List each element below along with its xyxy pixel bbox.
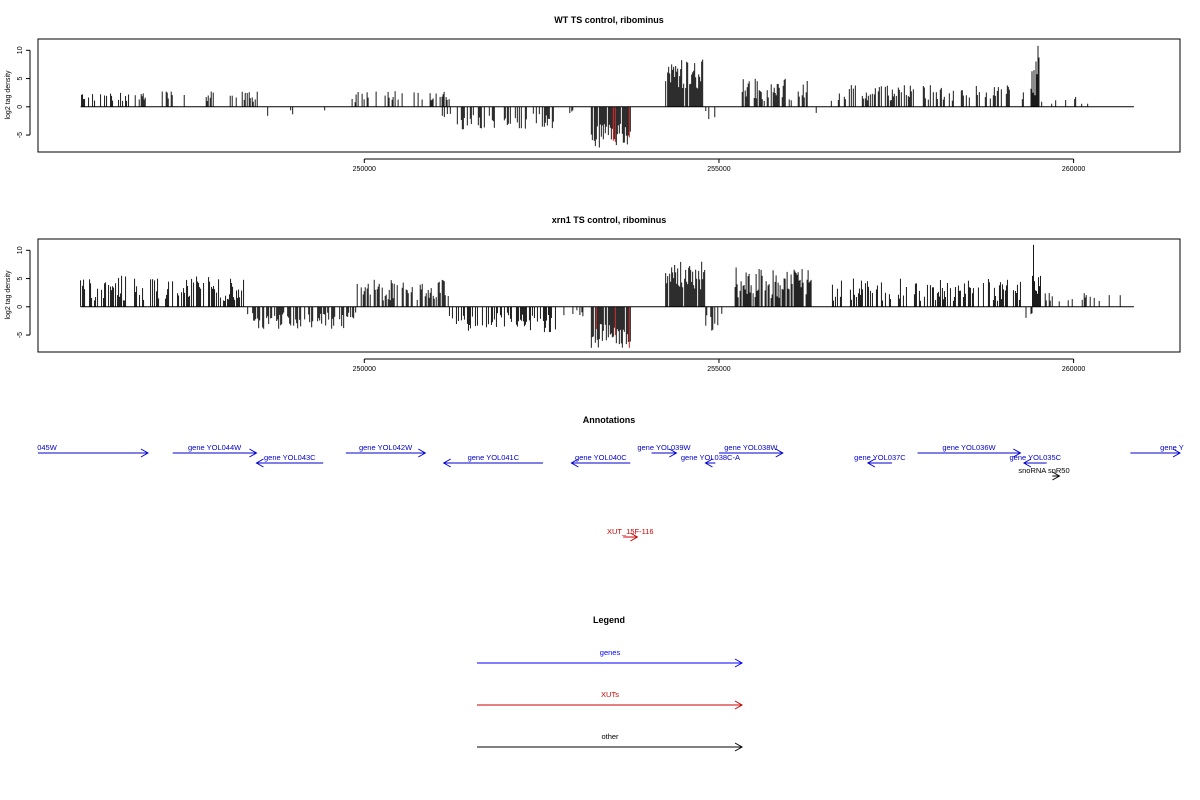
xrn1-track-ylabel: log2 tag density	[5, 270, 12, 320]
legend-title: Legend	[593, 615, 625, 625]
annotation-label-gene-yol037c: gene YOL037C	[854, 453, 906, 462]
wt-track-y-tick-label: -5	[17, 132, 24, 138]
xrn1-track-y-tick-label: -5	[17, 332, 24, 338]
xrn1-track-ylabel-group: log2 tag density	[5, 270, 12, 320]
annotation-arrowhead-gene-y	[1172, 448, 1182, 458]
annotation-arrowhead-gene-yol038w	[775, 448, 784, 458]
wt-track-ylabel-group: log2 tag density	[5, 70, 12, 120]
xrn1-track-y-tick-label: 10	[17, 246, 24, 254]
annotation-label-gene-yol040c: gene YOL040C	[575, 453, 627, 462]
xrn1-track-panel: xrn1 TS control, ribominus log2 tag dens…	[5, 215, 1181, 373]
annotations-title: Annotations	[583, 415, 636, 425]
annotation-features: 045W gene YOL044W gene YOL043C gene YOL042W…	[37, 443, 1184, 542]
annotation-label-gene-y: gene Y	[1160, 443, 1184, 452]
wt-track-axes: -5 0 5 10 250000 255000 260000	[17, 46, 1134, 173]
legend-items: genes XUTs other	[477, 648, 744, 752]
annotation-label-gene-yol044w: gene YOL044W	[188, 443, 242, 452]
legend-panel: Legend genes XUTs other	[477, 615, 744, 752]
legend-arrowhead-genes	[734, 658, 744, 668]
annotation-label-gene-yol035c: gene YOL035C	[1010, 453, 1062, 462]
annotation-label-045w: 045W	[37, 443, 58, 452]
legend-label-other: other	[601, 732, 619, 741]
wt-track-title: WT TS control, ribominus	[554, 15, 664, 25]
xrn1-track-plot-frame	[37, 238, 1181, 353]
wt-track-ylabel: log2 tag density	[5, 70, 12, 120]
wt-track-y-tick-label: 5	[17, 77, 24, 81]
xrn1-track-y-tick-label: 0	[17, 305, 24, 309]
annotation-arrowhead-045w	[140, 448, 149, 458]
annotation-label-gene-yol038c-a: gene YOL038C-A	[681, 453, 740, 462]
annotation-arrowhead-snorna-snr50	[1052, 471, 1061, 481]
annotation-arrowhead-gene-yol037c	[866, 458, 876, 468]
xrn1-track-y-tick-label: 5	[17, 277, 24, 281]
annotation-label-snorna-snr50: snoRNA snR50	[1018, 466, 1069, 475]
annotation-label-gene-yol042w: gene YOL042W	[359, 443, 413, 452]
annotation-arrowhead-gene-yol041c	[442, 458, 451, 468]
xrn1-track-x-tick-label: 260000	[1062, 366, 1085, 373]
xrn1-track-x-tick-label: 250000	[353, 366, 376, 373]
annotations-panel: Annotations 045W gene YOL044W gene YOL043C…	[37, 415, 1184, 542]
annotation-arrowhead-gene-yol040c	[570, 458, 579, 468]
wt-track-y-tick-label: 0	[17, 105, 24, 109]
wt-track-y-tick-label: 10	[17, 46, 24, 54]
annotation-arrowhead-gene-yol044w	[249, 448, 258, 458]
annotation-arrowhead-xut-15f-116	[630, 532, 639, 542]
xrn1-track-title: xrn1 TS control, ribominus	[552, 215, 667, 225]
legend-label-genes: genes	[600, 648, 621, 657]
wt-track-x-tick-label: 260000	[1062, 166, 1085, 173]
annotation-label-gene-yol039w: gene YOL039W	[637, 443, 691, 452]
annotation-arrowhead-gene-yol035c	[1022, 458, 1032, 468]
xrn1-track-x-tick-label: 255000	[707, 366, 730, 373]
annotation-label-gene-yol041c: gene YOL041C	[468, 453, 520, 462]
wt-track-x-tick-label: 250000	[353, 166, 376, 173]
annotation-arrowhead-gene-yol043c	[255, 458, 264, 468]
annotation-arrowhead-gene-yol038c-a	[704, 458, 713, 468]
legend-arrowhead-other	[734, 742, 744, 752]
legend-arrowhead-xuts	[734, 700, 744, 710]
wt-track-x-tick-label: 255000	[707, 166, 730, 173]
annotation-arrowhead-gene-yol036w	[1013, 448, 1022, 458]
wt-track-bars	[81, 45, 1089, 148]
annotation-arrowhead-gene-yol039w	[669, 448, 678, 458]
wt-track-plot-frame	[37, 38, 1181, 153]
wt-track-panel: WT TS control, ribominus log2 tag densit…	[5, 15, 1181, 173]
xrn1-track-bars	[80, 244, 1121, 348]
annotation-arrowhead-gene-yol042w	[418, 448, 427, 458]
annotation-label-xut-15f-116: XUT_15F-116	[607, 527, 654, 536]
legend-label-xuts: XUTs	[601, 690, 619, 699]
annotation-label-gene-yol043c: gene YOL043C	[264, 453, 316, 462]
annotation-label-gene-yol038w: gene YOL038W	[724, 443, 778, 452]
annotation-label-gene-yol036w: gene YOL036W	[942, 443, 996, 452]
xrn1-track-axes: -5 0 5 10 250000 255000 260000	[17, 246, 1134, 373]
